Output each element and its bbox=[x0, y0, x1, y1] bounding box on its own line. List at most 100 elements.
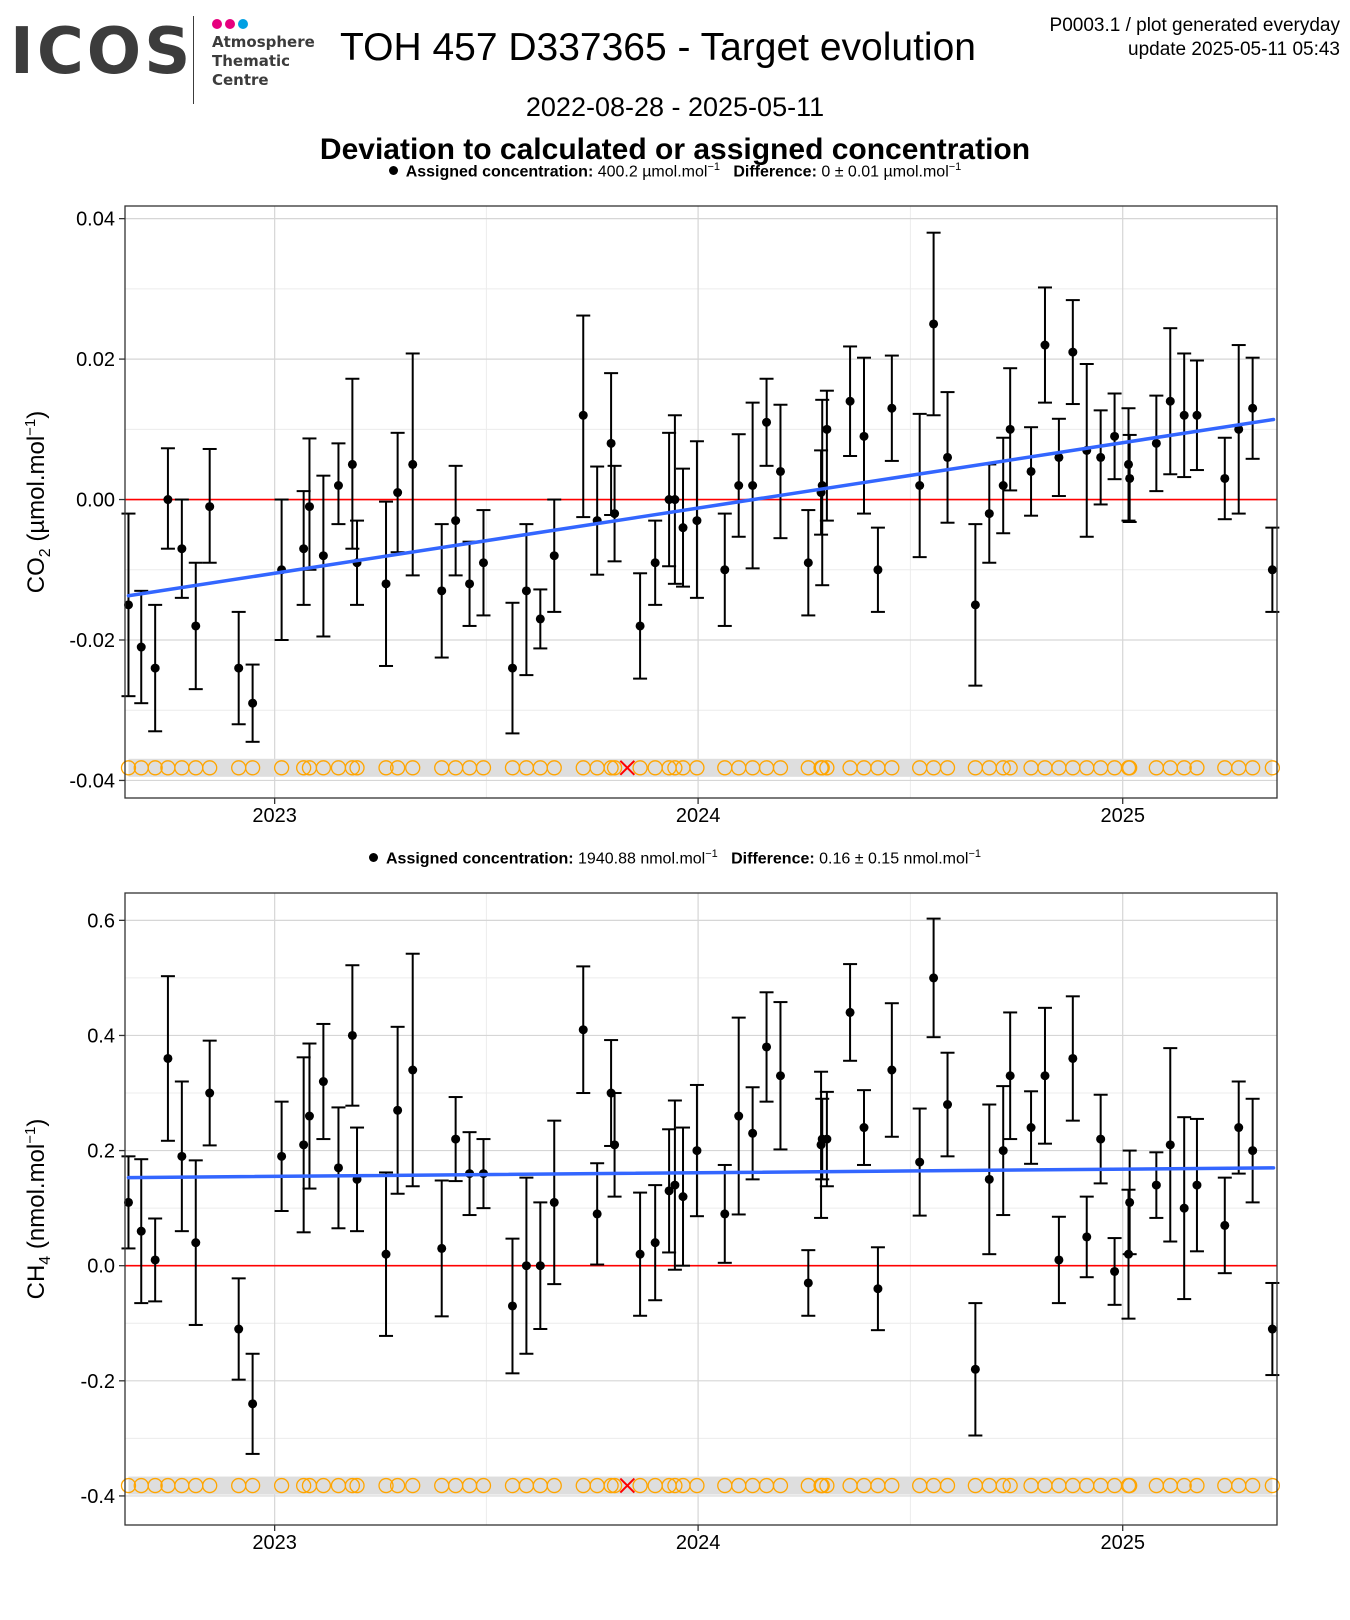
flag-marker bbox=[147, 760, 163, 776]
data-point bbox=[1220, 473, 1230, 483]
data-point bbox=[465, 579, 475, 589]
rejected-marker bbox=[619, 760, 636, 776]
data-point bbox=[998, 1146, 1008, 1156]
data-point bbox=[177, 1151, 187, 1161]
data-point bbox=[408, 1065, 418, 1075]
flag-marker bbox=[1176, 760, 1192, 776]
data-point bbox=[437, 1243, 447, 1253]
flag-band bbox=[128, 758, 1273, 777]
data-point bbox=[670, 1180, 680, 1190]
legend-assigned-value: 1940.88 nmol.mol bbox=[578, 850, 706, 868]
data-point bbox=[803, 1278, 813, 1288]
y-tick-label: 0.2 bbox=[87, 1141, 115, 1163]
logo-subtitle: Atmosphere Thematic Centre bbox=[212, 33, 315, 90]
data-point bbox=[150, 663, 160, 673]
y-tick-label: 0.0 bbox=[87, 1256, 115, 1278]
data-point bbox=[845, 396, 855, 406]
data-point bbox=[1068, 1053, 1078, 1063]
data-point bbox=[678, 1192, 688, 1202]
data-point bbox=[1125, 1197, 1135, 1207]
logo-subtitle-line: Atmosphere bbox=[212, 33, 315, 51]
data-point bbox=[1124, 459, 1134, 469]
x-tick-label: 2023 bbox=[252, 1532, 297, 1554]
plot-info: P0003.1 / plot generated everyday update… bbox=[1050, 14, 1340, 62]
logo-dot bbox=[225, 19, 235, 29]
data-point bbox=[845, 1007, 855, 1017]
trend-line bbox=[126, 417, 1276, 598]
legend-unit-exp: −1 bbox=[705, 848, 718, 860]
data-point bbox=[507, 663, 517, 673]
flag-marker bbox=[202, 1477, 218, 1494]
flag-marker bbox=[667, 760, 683, 776]
flag-marker bbox=[819, 1477, 835, 1494]
data-point bbox=[635, 621, 645, 631]
chart-panel-4: 0.6 0.4 0.2 0.0 -0.2 -0.4 2023 2024 2025 CH4 (nmo… bbox=[22, 892, 1281, 1554]
data-point bbox=[299, 1140, 309, 1150]
flag-marker bbox=[147, 1477, 163, 1494]
data-point bbox=[720, 565, 730, 575]
icos-logo: ICOS bbox=[10, 15, 194, 89]
data-point bbox=[734, 480, 744, 490]
flag-marker bbox=[1189, 1477, 1205, 1494]
data-point bbox=[205, 1088, 215, 1098]
data-point bbox=[822, 1134, 832, 1144]
data-point bbox=[822, 424, 832, 434]
flag-marker bbox=[772, 760, 789, 776]
y-axis-label-close: ) bbox=[23, 411, 50, 419]
data-point bbox=[1040, 1071, 1050, 1081]
flag-marker bbox=[814, 760, 830, 776]
data-point bbox=[1192, 1180, 1202, 1190]
data-point bbox=[1179, 410, 1189, 420]
plot-id-label: P0003.1 / plot generated everyday bbox=[1049, 15, 1340, 36]
data-point bbox=[191, 1238, 201, 1248]
data-point bbox=[318, 1077, 328, 1087]
data-point bbox=[1179, 1203, 1189, 1213]
y-axis-label-subscript: 2 bbox=[37, 548, 54, 557]
data-point bbox=[1234, 1123, 1244, 1133]
y-axis-label-close: ) bbox=[23, 1119, 50, 1127]
data-point bbox=[859, 431, 869, 441]
flag-marker bbox=[273, 760, 290, 776]
flag-marker bbox=[344, 1477, 361, 1494]
flag-marker bbox=[819, 760, 835, 776]
data-point bbox=[943, 452, 953, 462]
legend-point-icon bbox=[369, 853, 378, 863]
data-point bbox=[150, 1255, 160, 1265]
y-tick-label: -0.2 bbox=[81, 1371, 115, 1393]
plot-frame bbox=[124, 892, 1278, 1526]
data-point bbox=[1151, 438, 1161, 448]
flag-marker bbox=[884, 760, 900, 776]
data-point bbox=[521, 1261, 531, 1271]
flag-marker bbox=[1244, 1477, 1261, 1494]
data-point bbox=[123, 1197, 133, 1207]
flag-marker bbox=[1176, 1477, 1192, 1494]
legend-unit-exp: −1 bbox=[707, 161, 720, 173]
data-point bbox=[1267, 1324, 1277, 1334]
data-point bbox=[859, 1123, 869, 1133]
flag-marker bbox=[772, 1477, 789, 1494]
y-axis-label: CH4 (nmol.mol−1) bbox=[22, 1119, 54, 1300]
data-point bbox=[451, 516, 461, 526]
flag-marker bbox=[378, 1477, 394, 1494]
data-point bbox=[1110, 1266, 1120, 1276]
flag-marker bbox=[689, 760, 705, 776]
logo-dots-icon bbox=[212, 16, 251, 34]
data-point bbox=[163, 495, 173, 505]
data-point bbox=[610, 509, 620, 519]
data-point bbox=[277, 1151, 287, 1161]
data-point bbox=[1026, 1123, 1036, 1133]
flag-marker bbox=[1122, 760, 1138, 776]
data-point bbox=[535, 614, 545, 624]
data-point bbox=[650, 558, 660, 568]
y-tick-label: -0.04 bbox=[69, 770, 115, 792]
data-point bbox=[1267, 565, 1277, 575]
data-point bbox=[1054, 452, 1064, 462]
flag-marker bbox=[296, 760, 312, 776]
data-point bbox=[451, 1134, 461, 1144]
data-point bbox=[678, 523, 688, 533]
update-timestamp: update 2025-05-11 05:43 bbox=[1128, 39, 1340, 60]
data-point bbox=[507, 1301, 517, 1311]
rejected-marker bbox=[619, 1477, 636, 1494]
flag-marker bbox=[120, 1477, 137, 1494]
flag-marker bbox=[315, 760, 332, 776]
